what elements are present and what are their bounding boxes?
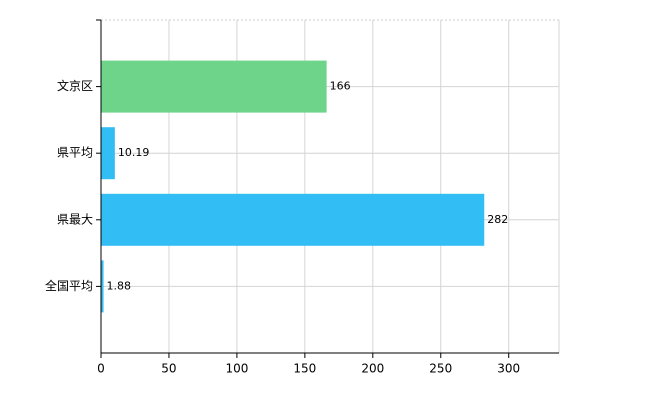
y-tick-label: 全国平均: [45, 278, 93, 293]
x-tick-label: 150: [293, 362, 316, 376]
x-tick-label: 50: [161, 362, 176, 376]
x-tick-label: 0: [97, 362, 105, 376]
x-tick-label: 250: [429, 362, 452, 376]
value-label: 166: [330, 80, 351, 93]
bar: [101, 127, 115, 180]
bar: [101, 260, 104, 313]
x-tick-label: 300: [497, 362, 520, 376]
y-tick-label: 県最大: [57, 212, 93, 226]
x-tick-label: 100: [225, 362, 248, 376]
value-label: 10.19: [118, 146, 150, 159]
y-tick-label: 県平均: [57, 146, 93, 160]
value-label: 282: [487, 213, 508, 226]
bar: [101, 193, 485, 246]
y-tick-label: 文京区: [57, 78, 93, 93]
value-label: 1.88: [107, 279, 132, 292]
x-tick-label: 200: [361, 362, 384, 376]
bar: [101, 60, 327, 113]
